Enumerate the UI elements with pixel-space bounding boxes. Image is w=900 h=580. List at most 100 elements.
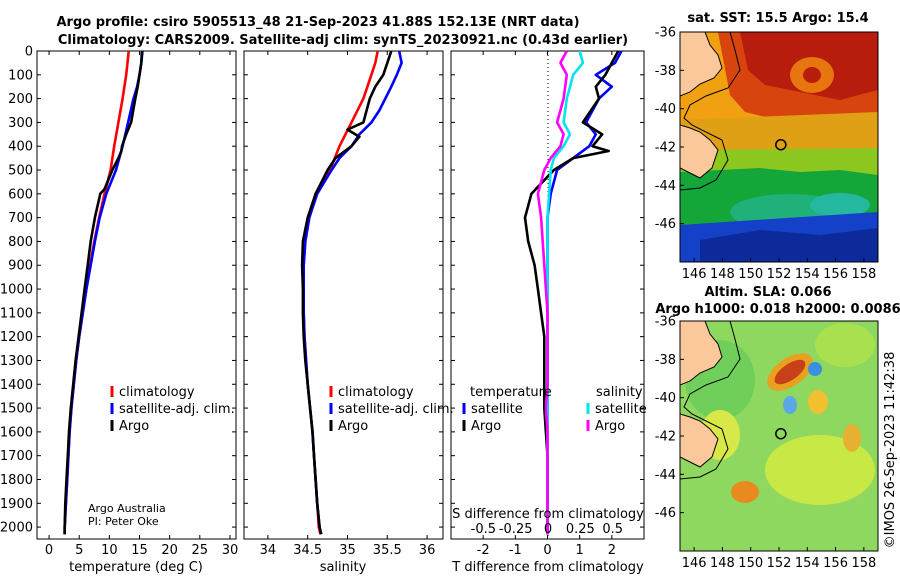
depth-tick-label: 1300: [0, 354, 33, 369]
x-tick-label: 2: [608, 543, 616, 558]
sla-mainland: [680, 321, 723, 386]
sst-lat-tick-labels: -36 -38 -40 -42 -44 -46: [655, 26, 684, 232]
difference-xlabel: T difference from climatology: [451, 560, 644, 575]
depth-tick-label: 200: [8, 92, 33, 107]
sla-warm-patch: [808, 390, 828, 414]
sla-negative-anomaly: [808, 362, 822, 376]
map-lon-label: 154: [795, 556, 820, 571]
x-tick-label: 15: [131, 543, 148, 558]
depth-tick-label: 100: [8, 68, 33, 83]
sla-tasmania: [680, 413, 719, 468]
temperature-axes-frame: [36, 50, 237, 540]
map-lat-label: -36: [655, 26, 676, 41]
legend-title-salinity: salinity: [596, 385, 643, 400]
map-lon-label: 148: [710, 556, 735, 571]
x-tick2-label: 0.25: [566, 522, 595, 537]
sst-argo-position-marker: [775, 138, 787, 151]
depth-tick-label: 1200: [0, 330, 33, 345]
map-lat-label: -46: [655, 217, 676, 232]
sla-argo-position-marker: [775, 427, 787, 440]
x-tick-label: 30: [222, 543, 239, 558]
salinity-diff-tick-labels: -0.5 -0.25 0 0.25 0.5: [471, 522, 623, 537]
legend-title-temperature: temperature: [470, 385, 552, 400]
depth-tick-label: 700: [8, 211, 33, 226]
depth-tick-label: 500: [8, 164, 33, 179]
legend-label-t-satellite: satellite: [471, 402, 523, 417]
imos-timestamp: ©IMOS 26-Sep-2023 11:42:38: [883, 352, 898, 549]
legend-label-t-argo: Argo: [471, 419, 501, 434]
map-lat-label: -40: [655, 102, 676, 117]
x-tick-label: 0: [45, 543, 53, 558]
sst-lon-tick-labels: 146 148 150 152 154 156 158: [682, 258, 876, 282]
legend-label-climatology: climatology: [338, 385, 414, 400]
series-line-s-satellite: [546, 50, 585, 535]
map-lon-label: 150: [738, 267, 763, 282]
x-tick-label: -2: [477, 543, 490, 558]
sst-yellowgreen-band: [680, 148, 878, 175]
depth-tick-label: 1400: [0, 378, 33, 393]
sla-shelf-contour: [680, 321, 741, 480]
legend-label-satellite: satellite-adj. clim.: [119, 402, 235, 417]
depth-tick-label: 1500: [0, 402, 33, 417]
sst-shelf-contour: [680, 32, 741, 191]
legend-label-climatology: climatology: [119, 385, 195, 400]
sla-map-title-1: Altim. SLA: 0.066: [705, 285, 832, 300]
sla-orange-eddy: [731, 481, 759, 503]
depth-tick-label: 600: [8, 187, 33, 202]
map-lon-label: 152: [767, 267, 792, 282]
sla-warm-patch-2: [843, 424, 861, 452]
salinity-xlabel: salinity: [320, 560, 367, 575]
sst-map-title: sat. SST: 15.5 Argo: 15.4: [687, 11, 868, 26]
credit-line-2: PI: Peter Oke: [88, 515, 159, 528]
salinity-legend: climatology satellite-adj. clim. Argo: [329, 385, 454, 434]
sla-map: [680, 321, 878, 551]
sla-positive-anomaly: [774, 359, 806, 385]
x-tick-label: 0: [543, 543, 551, 558]
map-lon-label: 156: [823, 556, 848, 571]
map-lat-label: -42: [655, 430, 676, 445]
x-tick-label: 34: [260, 543, 277, 558]
depth-tick-label: 1000: [0, 283, 33, 298]
map-lat-label: -38: [655, 353, 676, 368]
x-tick2-label: -0.5: [471, 522, 496, 537]
sla-lat-tick-labels: -36 -38 -40 -42 -44 -46: [655, 315, 684, 521]
map-lat-label: -44: [655, 179, 676, 194]
axis-ticks: [37, 50, 644, 539]
series-line-t-argo: [523, 50, 620, 535]
sst-tasmania: [680, 124, 719, 179]
depth-tick-label: 800: [8, 235, 33, 250]
series-line-satellite-adj-clim-: [302, 50, 403, 535]
sst-cyan-patch: [810, 193, 870, 217]
map-lon-label: 150: [738, 556, 763, 571]
x-tick-label: -1: [509, 543, 522, 558]
depth-tick-label: 400: [8, 140, 33, 155]
x-tick-label: 20: [161, 543, 178, 558]
map-lon-label: 146: [682, 267, 707, 282]
depth-tick-label: 1600: [0, 425, 33, 440]
x-tick-labels: 0 5 10 15 20 25 30 34 34.5 35 35.5 36 -2 -1 0 1 2: [45, 543, 616, 558]
profile-lines: [63, 50, 623, 535]
depth-tick-label: 2000: [0, 521, 33, 536]
x-tick-label: 35: [339, 543, 356, 558]
map-lon-label: 146: [682, 556, 707, 571]
series-line-climatology: [63, 50, 130, 535]
map-lon-label: 152: [767, 556, 792, 571]
depth-tick-label: 0: [25, 45, 33, 60]
map-lat-label: -46: [655, 506, 676, 521]
series-line-argo: [63, 50, 144, 535]
map-lat-label: -44: [655, 468, 676, 483]
sla-yellow-area: [765, 435, 875, 505]
depth-tick-label: 1700: [0, 449, 33, 464]
temperature-xlabel: temperature (deg C): [69, 560, 203, 575]
series-line-argo: [300, 50, 393, 535]
legend-label-s-satellite: satellite: [595, 402, 647, 417]
series-line-s-argo: [536, 50, 569, 535]
x-tick2-label: 0: [544, 522, 552, 537]
credit-line-1: Argo Australia: [88, 502, 166, 515]
map-lat-label: -38: [655, 64, 676, 79]
sla-negative-anomaly-2: [783, 396, 797, 414]
sst-mainland: [680, 32, 723, 97]
x-tick-label: 36: [419, 543, 436, 558]
